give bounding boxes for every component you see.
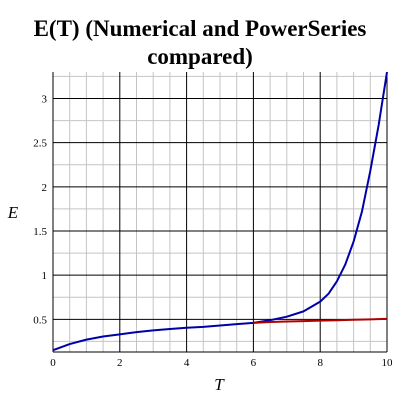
chart-title-line-1: E(T) (Numerical and PowerSeries (34, 16, 367, 41)
chart-title-line-2: compared) (147, 44, 253, 69)
y-tick-label: 2.5 (33, 138, 47, 150)
x-tick-label: 0 (50, 357, 56, 369)
y-tick-label: 1 (42, 270, 48, 282)
y-tick-label: 3 (42, 93, 48, 105)
grid (52, 72, 388, 353)
x-tick-label: 6 (251, 357, 257, 369)
series-line-2 (253, 317, 388, 324)
x-tick-label: 10 (382, 357, 394, 369)
x-axis-label: T (214, 375, 225, 394)
y-tick-label: 0.5 (33, 314, 47, 326)
plot-series (52, 71, 388, 352)
x-tick-label: 8 (317, 357, 323, 369)
tick-labels: 0 2 4 6 8 10 0.5 1 1.5 2 2.5 3 (33, 93, 393, 369)
x-tick-label: 2 (117, 357, 123, 369)
y-tick-label: 2 (42, 182, 48, 194)
x-tick-label: 4 (184, 357, 190, 369)
y-axis-label: E (7, 203, 19, 222)
y-tick-label: 1.5 (33, 226, 47, 238)
